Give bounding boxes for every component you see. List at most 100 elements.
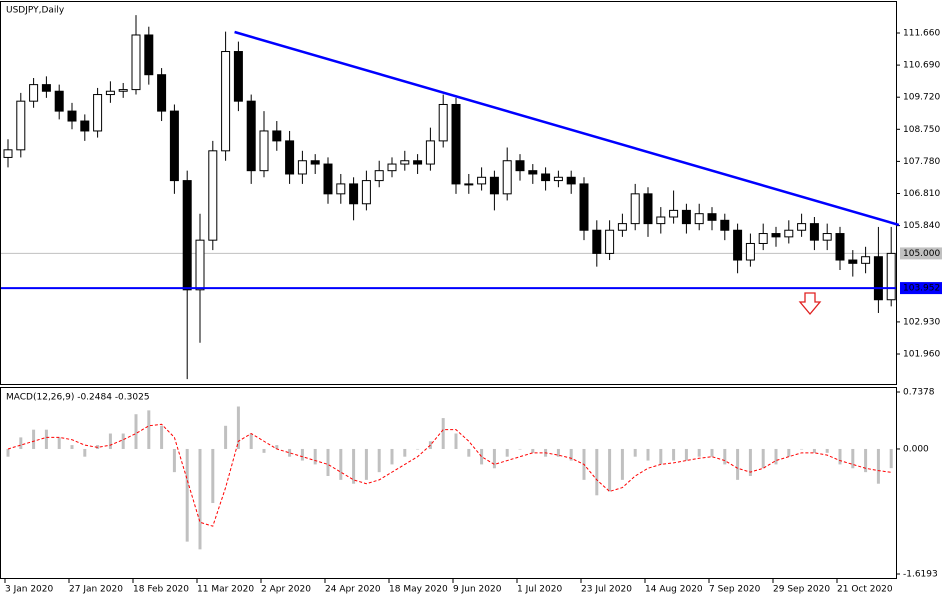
candle-body [656, 216, 666, 225]
price-panel [0, 1, 897, 385]
candle-body [707, 213, 717, 221]
x-tick-label: 14 Aug 2020 [645, 585, 703, 595]
candle-body [387, 163, 397, 172]
x-tick-label: 1 Jul 2020 [517, 585, 562, 595]
macd-bar [518, 448, 522, 450]
macd-bar [236, 406, 240, 449]
candle-body [873, 256, 883, 301]
macd-bar [44, 429, 48, 449]
macd-bar [108, 433, 112, 449]
candle-body [733, 229, 743, 261]
candle-body [541, 173, 551, 182]
macd-bar [6, 448, 10, 457]
candle-body [464, 183, 474, 186]
macd-bar [851, 448, 855, 469]
x-tick-label: 18 May 2020 [389, 585, 448, 595]
y-tick-label: 105.840 [903, 221, 940, 231]
macd-bar [800, 448, 804, 450]
candle-body [489, 176, 499, 195]
macd-bar [377, 448, 381, 473]
candle-body [182, 180, 192, 291]
macd-panel [0, 387, 897, 579]
x-tick-label: 9 Jun 2020 [453, 585, 502, 595]
macd-bar [595, 448, 599, 496]
macd-bar [134, 414, 138, 449]
candle-body [553, 176, 563, 182]
macd-bar [262, 448, 266, 453]
candle-body [592, 229, 602, 254]
candle-body [413, 160, 423, 165]
macd-bar [224, 425, 228, 449]
macd-title: MACD(12,26,9) -0.2484 -0.3025 [6, 393, 150, 403]
down-arrow [798, 292, 822, 316]
candle-body [681, 209, 691, 225]
macd-bar [876, 448, 880, 484]
candle-body [848, 259, 858, 264]
candle-body [502, 160, 512, 195]
y-tick-label: 101.960 [903, 350, 940, 360]
candle-body [54, 90, 64, 112]
candle-body [579, 183, 589, 231]
candle-body [374, 170, 384, 182]
x-tick-label: 29 Sep 2020 [773, 585, 830, 595]
candle-body [528, 170, 538, 175]
macd-bar [211, 448, 215, 504]
macd-bar [608, 448, 612, 492]
candle-body [195, 239, 205, 291]
macd-bar [275, 445, 279, 449]
macd-bar [633, 448, 637, 457]
chart-title: USDJPY,Daily [6, 6, 65, 16]
hline-label: 103.952 [903, 284, 940, 294]
macd-bar [416, 448, 420, 450]
y-tick-label: 0.7378 [903, 388, 935, 398]
candle-body [221, 51, 231, 152]
candle-body [758, 233, 768, 244]
candle-body [157, 74, 167, 112]
candle-body [361, 180, 371, 205]
candle-body [93, 94, 103, 132]
candle-body [246, 100, 256, 172]
macd-bar [825, 448, 829, 453]
macd-bar [339, 448, 343, 480]
macd-bar [390, 448, 394, 465]
x-tick-label: 11 Mar 2020 [197, 585, 254, 595]
macd-bar [556, 448, 560, 457]
macd-bar [300, 448, 304, 461]
candle-body [29, 84, 39, 102]
candle-body [233, 51, 243, 102]
macd-bar [531, 448, 535, 453]
macd-bar [480, 448, 484, 465]
macd-bar [864, 448, 868, 473]
candle-body [285, 140, 295, 175]
macd-bar [761, 448, 765, 469]
macd-bar [32, 429, 36, 449]
macd-bar [889, 448, 893, 469]
candle-body [861, 256, 871, 264]
y-tick-label: -1.6193 [903, 570, 938, 580]
candle-body [400, 160, 410, 165]
candle-body [208, 150, 218, 241]
macd-bar [659, 448, 663, 465]
trend-line [234, 30, 900, 227]
candle-body [797, 223, 807, 231]
x-tick-label: 18 Feb 2020 [133, 585, 189, 595]
candle-body [643, 193, 653, 225]
y-tick-label: 110.690 [903, 61, 940, 71]
macd-bar [787, 448, 791, 457]
y-tick-label: 102.930 [903, 317, 940, 327]
candle-body [784, 229, 794, 238]
candle-body [310, 160, 320, 165]
macd-bar [492, 448, 496, 469]
candle-body [425, 140, 435, 165]
macd-bar [697, 448, 701, 457]
candle-body [477, 176, 487, 185]
macd-bar [198, 448, 202, 550]
candle-body [886, 252, 896, 301]
x-tick-label: 23 Jul 2020 [581, 585, 632, 595]
macd-bar [364, 448, 368, 480]
candle-body [41, 84, 51, 92]
macd-bar [326, 448, 330, 476]
y-tick-label: 108.750 [903, 125, 940, 135]
candle-body [144, 34, 154, 76]
macd-bar [505, 448, 509, 457]
